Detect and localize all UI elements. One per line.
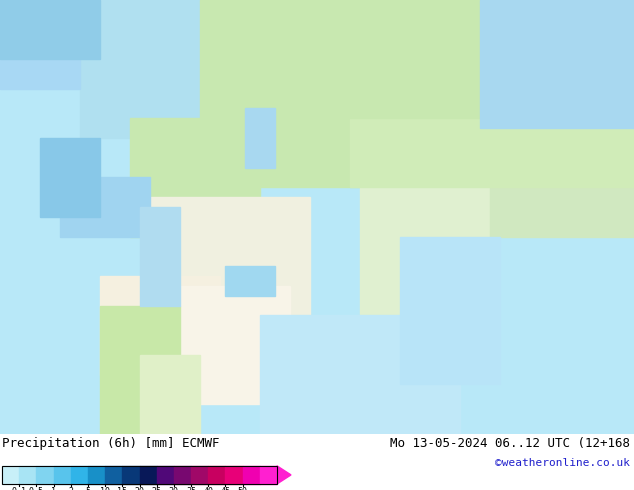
Bar <box>40 138 100 217</box>
Bar <box>360 138 490 335</box>
Bar <box>36 466 53 484</box>
Bar <box>225 266 275 295</box>
Bar <box>2 466 19 484</box>
Bar <box>243 466 260 484</box>
Bar <box>71 466 88 484</box>
Bar <box>0 0 100 59</box>
Bar <box>191 466 208 484</box>
Bar <box>157 466 174 484</box>
Bar <box>100 306 180 434</box>
Bar <box>122 466 139 484</box>
Text: 1: 1 <box>51 487 56 490</box>
Bar <box>400 237 500 384</box>
Bar <box>0 0 80 89</box>
Bar <box>53 466 71 484</box>
Bar <box>480 0 634 128</box>
Bar <box>260 316 460 434</box>
Bar <box>174 466 191 484</box>
Bar <box>260 466 277 484</box>
Text: 0.1: 0.1 <box>11 487 27 490</box>
Bar <box>140 355 200 434</box>
Text: ©weatheronline.co.uk: ©weatheronline.co.uk <box>495 458 630 468</box>
Text: 0.5: 0.5 <box>29 487 44 490</box>
Bar <box>100 276 220 374</box>
Bar <box>150 197 310 355</box>
Bar <box>80 0 280 138</box>
Text: 5: 5 <box>86 487 91 490</box>
Text: 10: 10 <box>100 487 110 490</box>
Bar <box>208 466 226 484</box>
Text: 50: 50 <box>238 487 248 490</box>
Bar <box>139 466 157 484</box>
Bar <box>60 177 150 237</box>
Bar <box>245 108 275 168</box>
Bar <box>200 0 380 187</box>
Bar <box>19 466 36 484</box>
Bar <box>160 286 290 404</box>
Polygon shape <box>277 466 291 484</box>
Text: Precipitation (6h) [mm] ECMWF: Precipitation (6h) [mm] ECMWF <box>2 437 219 450</box>
Text: 45: 45 <box>221 487 230 490</box>
Text: 25: 25 <box>152 487 162 490</box>
Text: 2: 2 <box>68 487 74 490</box>
Bar <box>105 466 122 484</box>
Bar <box>230 0 530 118</box>
Bar <box>350 0 634 187</box>
Text: 35: 35 <box>186 487 196 490</box>
Bar <box>140 207 180 306</box>
Bar <box>130 118 260 237</box>
Text: Mo 13-05-2024 06..12 UTC (12+168: Mo 13-05-2024 06..12 UTC (12+168 <box>390 437 630 450</box>
Bar <box>490 0 634 237</box>
Bar <box>2 466 277 484</box>
Bar <box>88 466 105 484</box>
Text: 40: 40 <box>204 487 213 490</box>
Bar <box>226 466 243 484</box>
Text: 15: 15 <box>117 487 127 490</box>
Text: 30: 30 <box>169 487 179 490</box>
Text: 20: 20 <box>134 487 145 490</box>
